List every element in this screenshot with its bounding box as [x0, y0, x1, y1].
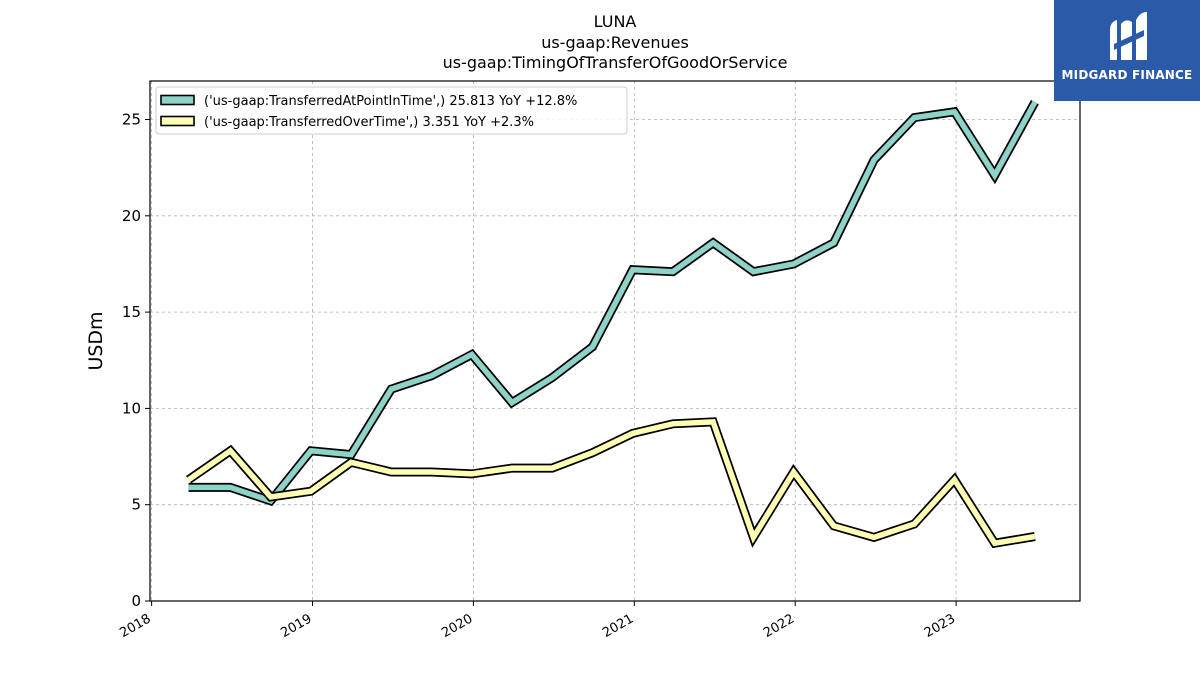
- y-axis-label: USDm: [85, 311, 107, 370]
- chart-title-line-3: us-gaap:TimingOfTransferOfGoodOrService: [443, 53, 788, 72]
- legend-swatch: [160, 115, 195, 127]
- series-0: [188, 100, 1039, 507]
- x-tick-label: 2021: [600, 611, 636, 641]
- series-lines: [186, 100, 1039, 549]
- plot-frame: [149, 80, 1081, 602]
- y-tick-label: 0: [131, 592, 141, 610]
- grid: [150, 81, 1080, 601]
- midgard-m-icon: [1110, 12, 1147, 60]
- chart-title-line-2: us-gaap:Revenues: [541, 33, 689, 52]
- legend-swatch: [160, 94, 195, 106]
- y-tick-label: 5: [131, 496, 141, 514]
- y-tick-label: 10: [122, 399, 141, 417]
- series-line: [187, 419, 1036, 547]
- chart-title: LUNA us-gaap:Revenues us-gaap:TimingOfTr…: [443, 12, 788, 72]
- legend-entry-label: ('us-gaap:TransferredOverTime',) 3.351 Y…: [204, 115, 534, 130]
- series-line: [188, 100, 1038, 505]
- x-tick-label: 2020: [439, 611, 475, 641]
- chart-title-line-1: LUNA: [594, 12, 637, 31]
- x-tick-label: 2022: [761, 611, 797, 641]
- series-1: [186, 417, 1036, 549]
- legend: ('us-gaap:TransferredAtPointInTime',) 25…: [155, 86, 628, 135]
- axis-ticks: 0 5 10 15 20 25 2018 2019 2020 2021 2022 2023: [117, 111, 958, 641]
- x-tick-label: 2018: [117, 611, 153, 641]
- x-tick-label: 2019: [278, 611, 314, 641]
- x-tick-label: 2023: [922, 611, 958, 641]
- legend-entry-label: ('us-gaap:TransferredAtPointInTime',) 25…: [204, 94, 577, 109]
- logo-text: MIDGARD FINANCE: [1061, 68, 1193, 82]
- y-tick-label: 20: [122, 207, 141, 225]
- y-tick-label: 15: [122, 303, 141, 321]
- y-tick-label: 25: [122, 111, 141, 129]
- legend-box: [155, 86, 628, 135]
- midgard-finance-logo: MIDGARD FINANCE: [1054, 0, 1200, 101]
